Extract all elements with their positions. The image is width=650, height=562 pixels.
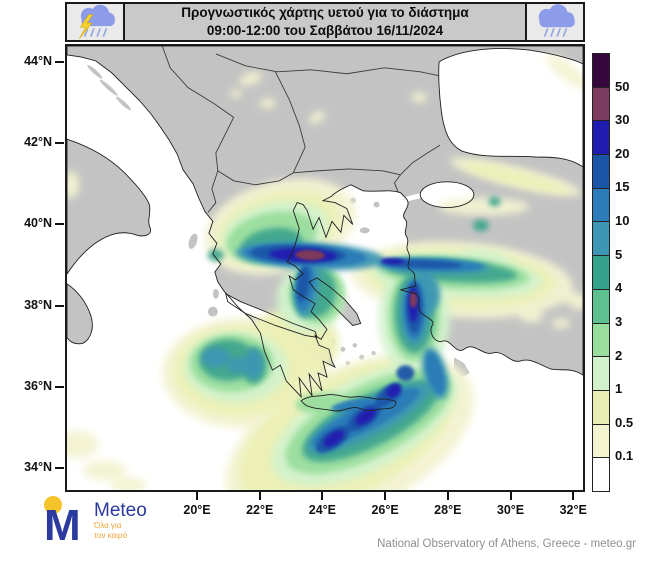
lon-label: 24°E <box>308 503 337 517</box>
colorbar-scale <box>592 53 610 492</box>
lat-tick <box>55 142 64 145</box>
colorbar-label: 3 <box>615 313 623 329</box>
lon-label: 26°E <box>371 503 399 517</box>
lon-label: 32°E <box>559 503 587 517</box>
colorbar-cell <box>593 222 609 257</box>
colorbar-cell <box>593 458 609 491</box>
logo-m: M <box>44 501 81 550</box>
lon-tick <box>196 492 198 500</box>
colorbar-cell <box>593 357 609 391</box>
lat-tick <box>55 385 64 388</box>
colorbar-label: 4 <box>615 280 623 296</box>
lon-tick <box>509 492 512 500</box>
lat-tick <box>55 304 64 307</box>
colorbar-label: 0.1 <box>615 448 634 464</box>
colorbar-label: 0.5 <box>615 414 634 430</box>
lon-tick <box>572 492 575 500</box>
title-line-2: 09:00-12:00 του Σαββάτου 16/11/2024 <box>206 23 444 38</box>
colorbar-label: 50 <box>615 78 630 94</box>
colorbar-cell <box>593 256 609 290</box>
lat-label: 36°N <box>24 378 52 393</box>
colorbar-label: 10 <box>615 213 630 229</box>
colorbar-cell <box>593 54 609 88</box>
lon-label: 22°E <box>246 503 274 517</box>
lon-label: 28°E <box>434 503 462 517</box>
colorbar-cell <box>593 121 609 156</box>
lat-label: 40°N <box>24 216 52 231</box>
colorbar-cell <box>593 289 609 324</box>
lat-label: 38°N <box>24 297 52 312</box>
logo-tagline-1: Όλα για <box>93 521 122 530</box>
colorbar-cell <box>593 155 609 189</box>
colorbar-cell <box>593 424 609 459</box>
storm-cloud-lightning-rain-icon <box>79 4 115 39</box>
colorbar-cell <box>593 323 609 358</box>
lon-tick <box>321 492 324 500</box>
greece-precipitation-map <box>67 46 583 490</box>
lon-label: 20°E <box>183 503 211 517</box>
attribution-text: National Observatory of Athens, Greece -… <box>377 538 636 550</box>
lon-tick <box>446 492 449 500</box>
lon-tick <box>384 492 387 500</box>
lat-tick <box>55 223 64 226</box>
lon-label: 30°E <box>496 503 525 517</box>
colorbar-label: 20 <box>615 145 630 161</box>
storm-icon-box <box>67 4 125 40</box>
colorbar-cell <box>593 390 609 425</box>
rain-cloud-icon <box>538 4 575 37</box>
lat-tick <box>55 61 64 63</box>
lon-tick <box>258 492 261 500</box>
lat-tick <box>55 467 64 469</box>
colorbar-label: 5 <box>615 246 623 262</box>
header-bar: Προγνωστικός χάρτης υετού για το διάστημ… <box>65 2 585 42</box>
colorbar-label: 2 <box>615 347 623 363</box>
logo-sun-dot <box>44 496 62 514</box>
map-title: Προγνωστικός χάρτης υετού για το διάστημ… <box>125 4 525 40</box>
lat-label: 42°N <box>24 135 52 150</box>
map-frame <box>65 44 585 492</box>
lat-label: 34°N <box>24 460 52 474</box>
country-borders <box>161 46 441 213</box>
colorbar-label: 1 <box>615 381 623 397</box>
colorbar-label: 15 <box>615 179 630 195</box>
colorbar-label: 30 <box>615 112 630 128</box>
lat-label: 44°N <box>24 54 52 68</box>
logo-tagline-2: τον καιρό <box>94 531 128 540</box>
colorbar-cell <box>593 188 609 223</box>
meteo-logo: M Meteo Όλα για τον καιρό <box>44 496 147 550</box>
rain-icon-box <box>525 4 583 40</box>
precip-layer-30 <box>295 250 417 308</box>
colorbar-cell <box>593 87 609 122</box>
logo-text: Meteo <box>94 500 147 521</box>
title-line-1: Προγνωστικός χάρτης υετού για το διάστημ… <box>181 5 469 20</box>
